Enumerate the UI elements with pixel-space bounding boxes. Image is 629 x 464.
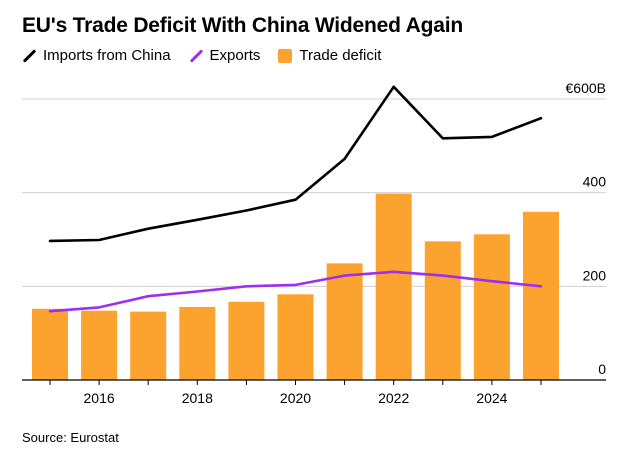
deficit-bar <box>326 263 363 380</box>
deficit-bar <box>179 306 216 380</box>
legend-item-deficit: Trade deficit <box>278 47 381 64</box>
y-tick-label: 0 <box>598 361 606 377</box>
imports-line <box>48 85 543 243</box>
x-tick-label: 2018 <box>182 390 213 406</box>
deficit-bar <box>32 308 68 380</box>
x-tick-label: 2016 <box>84 390 115 406</box>
chart-legend: Imports from China Exports Trade deficit <box>22 47 399 64</box>
deficit-bar <box>228 301 265 380</box>
chart-title: EU's Trade Deficit With China Widened Ag… <box>22 14 463 37</box>
x-tick-label: 2024 <box>476 390 507 406</box>
x-tick-label: 2022 <box>378 390 409 406</box>
x-tick-label: 2020 <box>280 390 311 406</box>
y-tick-label: 400 <box>583 174 607 190</box>
legend-item-exports: Exports <box>189 47 261 64</box>
deficit-bar <box>375 193 412 380</box>
deficit-bar <box>130 311 167 380</box>
deficit-bar <box>277 294 314 380</box>
deficit-box-swatch <box>278 48 293 63</box>
deficit-bar <box>81 310 118 380</box>
legend-label-deficit: Trade deficit <box>299 47 382 64</box>
exports-line <box>48 270 543 313</box>
y-tick-label: 200 <box>583 267 607 283</box>
legend-label-imports: Imports from China <box>43 47 171 64</box>
source-note: Source: Eurostat <box>22 430 119 445</box>
deficit-bar <box>424 241 461 380</box>
deficit-bar <box>473 234 510 380</box>
deficit-bar <box>523 211 559 380</box>
y-tick-label: €600B <box>566 80 606 96</box>
legend-label-exports: Exports <box>209 47 261 64</box>
legend-item-imports: Imports from China <box>22 47 171 64</box>
